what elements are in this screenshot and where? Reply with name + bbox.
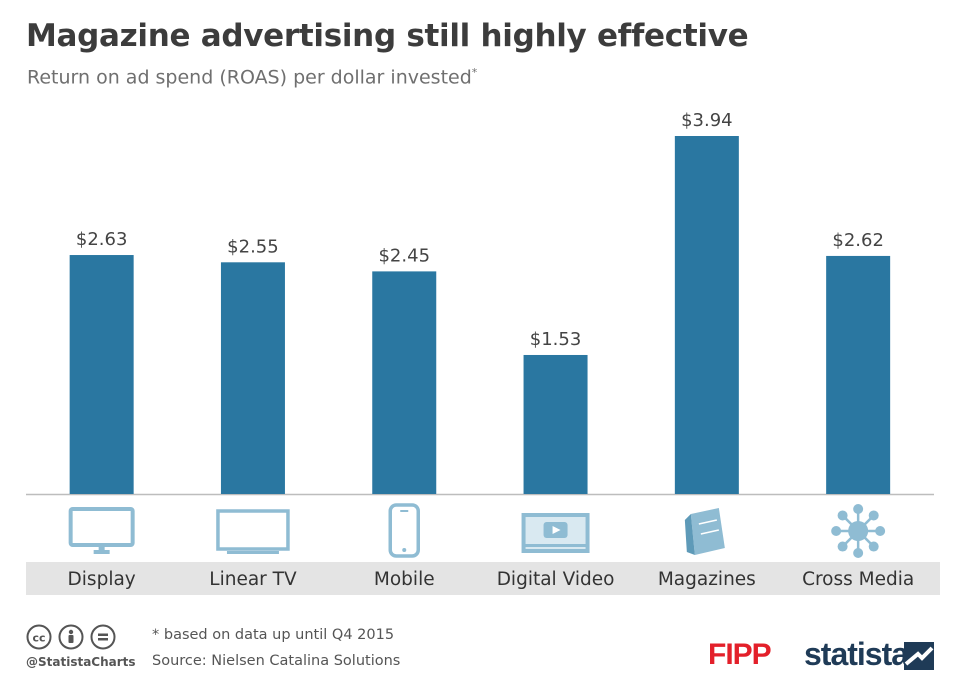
category-label-5: Magazines: [658, 569, 756, 590]
attribution-icon: [58, 624, 84, 650]
category-label-2: Linear TV: [209, 569, 297, 590]
category-label-3: Mobile: [374, 569, 435, 590]
bar-value-label-4: $1.53: [530, 329, 582, 350]
subtitle-text: Return on ad spend (ROAS) per dollar inv…: [27, 66, 472, 89]
chart-title: Magazine advertising still highly effect…: [26, 18, 749, 54]
magazine-icon: [684, 508, 725, 555]
license-icons: cc: [26, 624, 116, 650]
smartphone-icon: [388, 503, 420, 558]
bar-6: [826, 255, 891, 494]
fipp-logo: FIPP: [708, 638, 772, 671]
bar-4: [523, 354, 588, 494]
category-label-band: [26, 562, 940, 595]
subtitle-footnote-mark: *: [471, 66, 478, 79]
bar-value-label-1: $2.63: [76, 229, 128, 250]
bar-3: [372, 271, 437, 494]
bar-value-label-6: $2.62: [832, 230, 884, 251]
video-player-icon: [521, 513, 590, 553]
network-icon: [831, 504, 886, 558]
bar-value-label-2: $2.55: [227, 236, 279, 257]
statista-handle: @StatistaCharts: [26, 655, 136, 669]
bar-2: [220, 262, 285, 494]
monitor-icon: [68, 507, 135, 554]
svg-text:cc: cc: [32, 632, 45, 645]
chart-subtitle: Return on ad spend (ROAS) per dollar inv…: [27, 66, 477, 88]
statista-logo-mark-icon: [904, 642, 934, 670]
bar-value-label-5: $3.94: [681, 110, 733, 131]
statista-logo: statista: [804, 636, 909, 672]
source-note: Source: Nielsen Catalina Solutions: [152, 653, 401, 669]
creative-commons-icon: cc: [26, 624, 52, 650]
category-label-1: Display: [68, 569, 136, 590]
bar-5: [674, 136, 739, 494]
category-label-4: Digital Video: [497, 569, 615, 590]
tv-icon: [216, 509, 290, 554]
category-label-6: Cross Media: [802, 569, 914, 590]
no-derivatives-icon: [90, 624, 116, 650]
bar-1: [69, 255, 134, 494]
footnote: * based on data up until Q4 2015: [152, 627, 395, 643]
bar-value-label-3: $2.45: [378, 245, 430, 266]
